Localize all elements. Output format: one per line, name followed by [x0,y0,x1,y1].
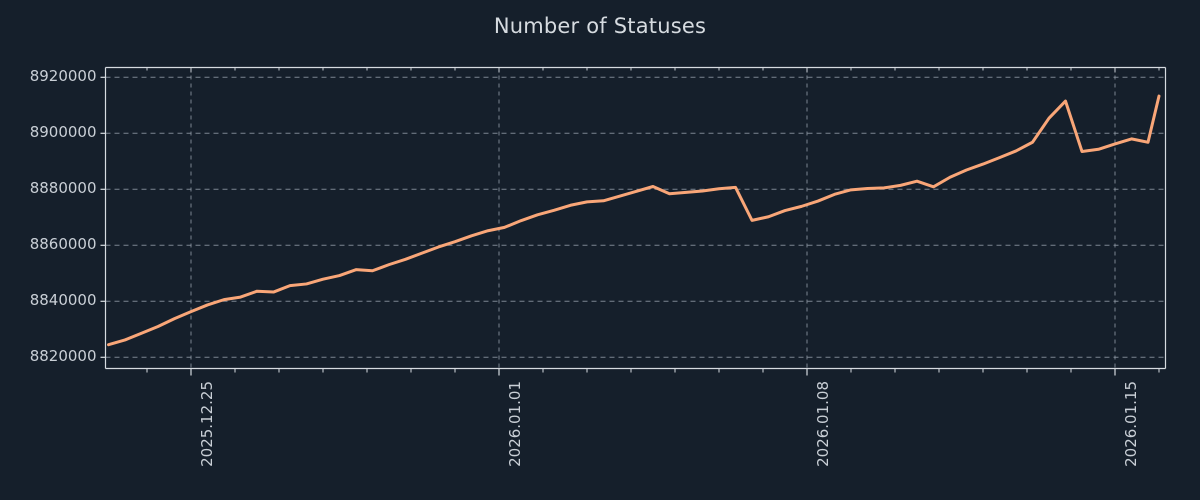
y-axis-tick-label: 8880000 [29,179,97,198]
y-axis-tick-label: 8920000 [29,67,97,86]
y-axis-tick-label: 8900000 [29,123,97,142]
axis-ticks [100,67,1160,376]
x-axis-tick-label: 2026.01.15 [1122,380,1140,467]
series-line-number-of-statuses [107,94,1161,347]
axis-lines [104,66,1167,370]
chart-title: Number of Statuses [493,14,707,38]
x-axis-tick-label: 2025.12.25 [198,380,216,467]
data-line-series [107,94,1161,347]
y-axis-tick-label: 8860000 [29,235,97,254]
y-axis-tick-label: 8840000 [29,291,97,310]
x-axis-tick-label: 2026.01.08 [814,380,832,467]
y-axis-tick-label: 8820000 [29,347,97,366]
grid-lines [105,67,1166,369]
x-axis-tick-label: 2026.01.01 [506,380,524,467]
